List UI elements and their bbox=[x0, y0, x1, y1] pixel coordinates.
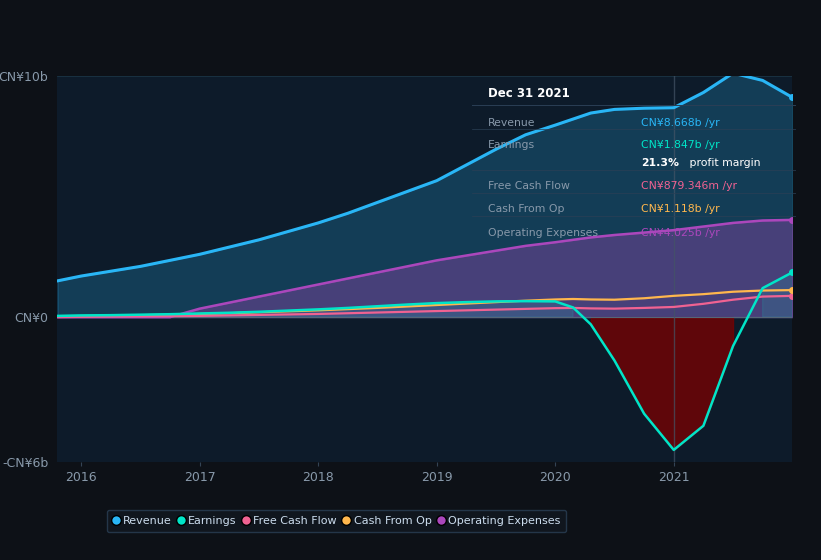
Text: CN¥1.118b /yr: CN¥1.118b /yr bbox=[640, 204, 719, 214]
Text: Dec 31 2021: Dec 31 2021 bbox=[488, 87, 570, 100]
Text: Revenue: Revenue bbox=[488, 118, 536, 128]
Text: CN¥879.346m /yr: CN¥879.346m /yr bbox=[640, 181, 736, 191]
Text: Free Cash Flow: Free Cash Flow bbox=[488, 181, 570, 191]
Text: CN¥4.025b /yr: CN¥4.025b /yr bbox=[640, 228, 719, 238]
Text: profit margin: profit margin bbox=[686, 157, 760, 167]
Text: Cash From Op: Cash From Op bbox=[488, 204, 565, 214]
Legend: Revenue, Earnings, Free Cash Flow, Cash From Op, Operating Expenses: Revenue, Earnings, Free Cash Flow, Cash … bbox=[108, 510, 566, 532]
Text: 21.3%: 21.3% bbox=[640, 157, 679, 167]
Text: CN¥8.668b /yr: CN¥8.668b /yr bbox=[640, 118, 719, 128]
Text: Earnings: Earnings bbox=[488, 140, 535, 150]
Text: CN¥1.847b /yr: CN¥1.847b /yr bbox=[640, 140, 719, 150]
Text: Operating Expenses: Operating Expenses bbox=[488, 228, 599, 238]
